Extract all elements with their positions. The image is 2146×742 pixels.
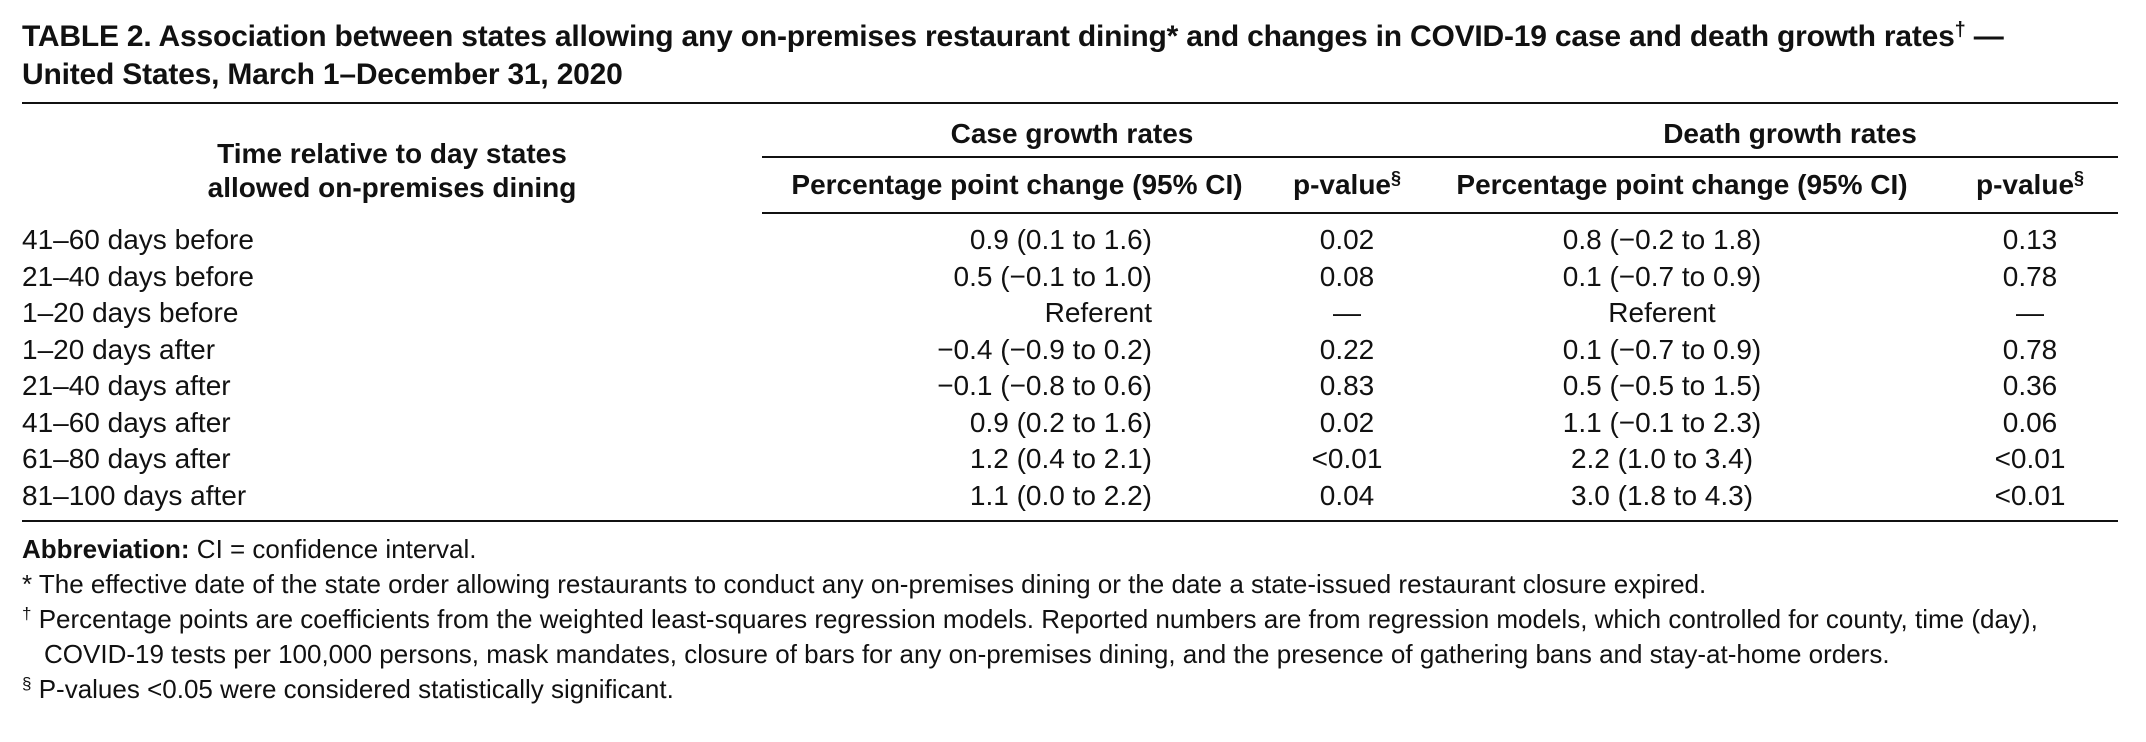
title-line-1: TABLE 2. Association between states allo… (22, 20, 1167, 53)
case-change-cell: −0.1 (−0.8 to 0.6) (937, 370, 1152, 402)
death-change-header: Percentage point change (95% CI) (1422, 157, 1942, 214)
death-p-cell: 0.78 (2002, 333, 2058, 365)
table-row: 21–40 days before 0.5 (−0.1 to 1.0) 0.08 0.… (22, 259, 2118, 296)
dagger-footnote: † Percentage points are coefficients fro… (22, 602, 2118, 672)
section-footnote: § P-values <0.05 were considered statist… (22, 672, 2118, 707)
title-line-2: United States, March 1–December 31, 2020 (22, 58, 623, 91)
abbreviation-note: Abbreviation: CI = confidence interval. (22, 532, 2118, 567)
case-change-label: Percentage point change (95% CI) (791, 169, 1243, 200)
title-line-1b: and changes in COVID-19 case and death g… (1178, 20, 1955, 53)
case-group-label: Case growth rates (950, 118, 1194, 149)
death-p-cell: 0.06 (2002, 406, 2058, 438)
star-text: The effective date of the state order al… (32, 569, 1707, 599)
title-footnote-star: * (1166, 20, 1179, 53)
death-change-cell: Referent (1608, 297, 1716, 329)
table-row: 61–80 days after 1.2 (0.4 to 2.1) <0.01 2.2… (22, 441, 2118, 478)
table-row: 1–20 days before Referent — Referent — (22, 295, 2118, 332)
abbreviation-label: Abbreviation: (22, 534, 190, 564)
row-header-line-1: Time relative to day states (217, 138, 567, 169)
case-p-label: p-value (1292, 169, 1391, 200)
case-p-cell: 0.04 (1319, 479, 1375, 511)
dagger-text: Percentage points are coefficients from … (31, 604, 2038, 669)
dagger-mark: † (22, 604, 32, 623)
case-p-cell: 0.22 (1319, 333, 1375, 365)
death-change-cell: 0.1 (−0.7 to 0.9) (1562, 260, 1762, 292)
case-change-cell: 1.1 (0.0 to 2.2) (969, 479, 1152, 511)
death-p-cell: <0.01 (1994, 443, 2066, 475)
case-p-cell: 0.02 (1319, 406, 1375, 438)
row-header: Time relative to day states allowed on-p… (22, 104, 762, 213)
case-p-cell: 0.08 (1319, 260, 1375, 292)
time-cell: 41–60 days before (22, 223, 254, 255)
case-change-cell: Referent (1044, 297, 1152, 329)
case-p-cell: — (1333, 297, 1361, 329)
table-body: 41–60 days before 0.9 (0.1 to 1.6) 0.02 0.8… (22, 213, 2118, 520)
time-cell: 81–100 days after (22, 479, 247, 511)
time-cell: 1–20 days after (22, 333, 216, 365)
row-header-line-2: allowed on-premises dining (207, 172, 577, 203)
section-text: P-values <0.05 were considered statistic… (31, 674, 674, 704)
case-p-cell: <0.01 (1311, 443, 1383, 475)
time-cell: 21–40 days after (22, 370, 231, 402)
bottom-rule (22, 520, 2118, 522)
case-change-cell: 0.9 (0.2 to 1.6) (969, 406, 1152, 438)
death-change-cell: 0.1 (−0.7 to 0.9) (1562, 333, 1762, 365)
star-footnote: * The effective date of the state order … (22, 567, 2118, 602)
death-group-label: Death growth rates (1663, 118, 1917, 149)
table-row: 41–60 days before 0.9 (0.1 to 1.6) 0.02 0.8… (22, 213, 2118, 259)
death-p-cell: <0.01 (1994, 479, 2066, 511)
death-p-mark: § (2074, 168, 2085, 188)
case-change-header: Percentage point change (95% CI) (762, 157, 1272, 214)
table-row: 1–20 days after −0.4 (−0.9 to 0.2) 0.22 0.1… (22, 332, 2118, 369)
death-p-cell: 0.36 (2002, 370, 2058, 402)
time-cell: 1–20 days before (22, 297, 239, 329)
title-line-1c: — (1965, 20, 2004, 53)
case-change-cell: 0.9 (0.1 to 1.6) (969, 224, 1152, 256)
table-footnotes: Abbreviation: CI = confidence interval. … (22, 532, 2118, 707)
case-p-mark: § (1391, 168, 1402, 188)
case-change-cell: 1.2 (0.4 to 2.1) (969, 443, 1152, 475)
case-group-header: Case growth rates (762, 104, 1422, 158)
case-p-header: p-value§ (1272, 157, 1422, 214)
top-rule (22, 102, 2118, 104)
time-cell: 61–80 days after (22, 443, 231, 475)
death-change-cell: 3.0 (1.8 to 4.3) (1570, 479, 1754, 511)
death-p-cell: 0.78 (2002, 260, 2058, 292)
death-p-header: p-value§ (1942, 157, 2119, 214)
case-p-cell: 0.83 (1319, 370, 1375, 402)
table-row: 41–60 days after 0.9 (0.2 to 1.6) 0.02 1.1 … (22, 405, 2118, 442)
table-row: 81–100 days after 1.1 (0.0 to 2.2) 0.04 3.0… (22, 478, 2118, 521)
death-group-header: Death growth rates (1422, 104, 2119, 158)
death-change-cell: 2.2 (1.0 to 3.4) (1570, 443, 1754, 475)
death-change-label: Percentage point change (95% CI) (1456, 169, 1908, 200)
death-change-cell: 0.5 (−0.5 to 1.5) (1562, 370, 1762, 402)
case-p-cell: 0.02 (1319, 224, 1375, 256)
time-cell: 41–60 days after (22, 406, 231, 438)
group-header-row: Time relative to day states allowed on-p… (22, 104, 2119, 203)
title-footnote-dagger: † (1954, 19, 1966, 41)
case-change-cell: −0.4 (−0.9 to 0.2) (937, 333, 1152, 365)
table-title: TABLE 2. Association between states allo… (22, 18, 2118, 94)
star-mark: * (22, 569, 33, 599)
data-table: Time relative to day states allowed on-p… (22, 104, 2119, 520)
sub-header-row: Percentage point change (95% CI) p-value… (22, 157, 2119, 214)
death-change-cell: 0.8 (−0.2 to 1.8) (1562, 224, 1762, 256)
death-change-cell: 1.1 (−0.1 to 2.3) (1562, 406, 1762, 438)
death-p-cell: — (2016, 297, 2044, 329)
section-mark: § (22, 674, 32, 693)
time-cell: 21–40 days before (22, 260, 254, 292)
abbreviation-text: CI = confidence interval. (189, 534, 477, 564)
death-p-label: p-value (1975, 169, 2075, 200)
death-p-cell: 0.13 (2002, 224, 2058, 256)
case-change-cell: 0.5 (−0.1 to 1.0) (953, 260, 1152, 292)
table-row: 21–40 days after −0.1 (−0.8 to 0.6) 0.83 0.… (22, 368, 2118, 405)
